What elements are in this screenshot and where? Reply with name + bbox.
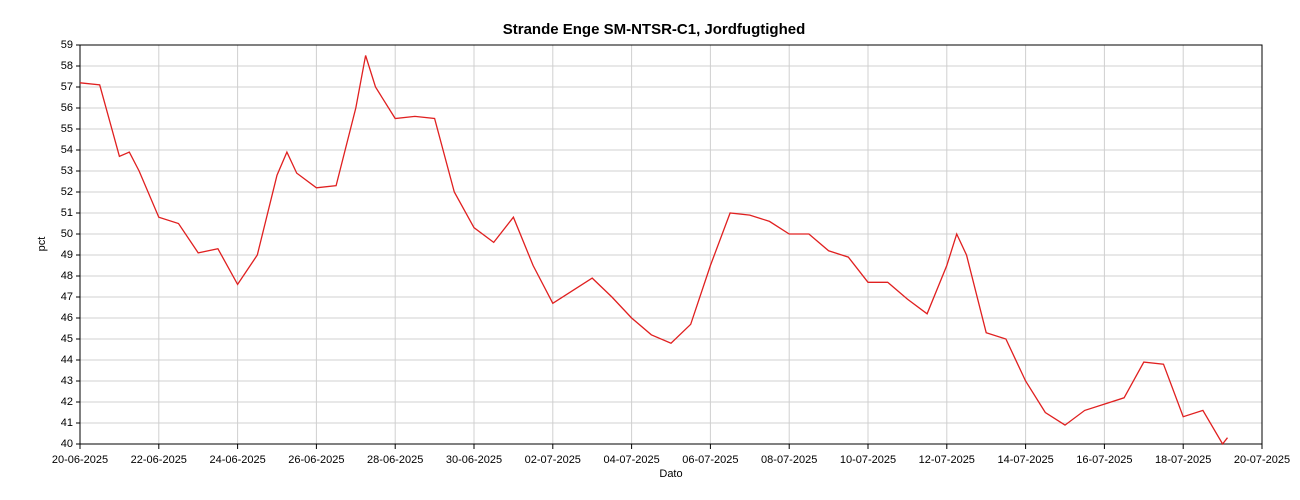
y-tick-label: 54	[61, 144, 73, 156]
x-tick-label: 22-06-2025	[131, 454, 187, 466]
y-tick-label: 51	[61, 207, 73, 219]
x-tick-label: 14-07-2025	[997, 454, 1053, 466]
y-tick-label: 55	[61, 123, 73, 135]
x-tick-label: 28-06-2025	[367, 454, 423, 466]
y-tick-label: 50	[61, 228, 73, 240]
y-tick-label: 49	[61, 249, 73, 261]
y-tick-label: 56	[61, 102, 73, 114]
x-axis-label: Dato	[659, 468, 682, 480]
y-tick-label: 40	[61, 438, 73, 450]
y-tick-label: 44	[61, 354, 73, 366]
x-tick-label: 18-07-2025	[1155, 454, 1211, 466]
y-tick-label: 47	[61, 291, 73, 303]
x-tick-label: 16-07-2025	[1076, 454, 1132, 466]
x-tick-label: 26-06-2025	[288, 454, 344, 466]
y-tick-label: 45	[61, 333, 73, 345]
x-tick-label: 24-06-2025	[209, 454, 265, 466]
x-tick-label: 08-07-2025	[761, 454, 817, 466]
x-tick-label: 20-07-2025	[1234, 454, 1290, 466]
y-tick-label: 46	[61, 312, 73, 324]
x-tick-label: 04-07-2025	[603, 454, 659, 466]
y-tick-label: 48	[61, 270, 73, 282]
y-tick-label: 58	[61, 60, 73, 72]
y-tick-label: 57	[61, 81, 73, 93]
x-tick-label: 20-06-2025	[52, 454, 108, 466]
y-tick-label: 53	[61, 165, 73, 177]
x-tick-label: 06-07-2025	[682, 454, 738, 466]
y-tick-label: 59	[61, 39, 73, 51]
data-line	[79, 55, 1229, 446]
y-tick-label: 52	[61, 186, 73, 198]
y-tick-label: 41	[61, 417, 73, 429]
y-tick-label: 43	[61, 375, 73, 387]
x-tick-label: 12-07-2025	[919, 454, 975, 466]
chart-title: Strande Enge SM-NTSR-C1, Jordfugtighed	[503, 21, 806, 38]
x-tick-label: 30-06-2025	[446, 454, 502, 466]
y-tick-label: 42	[61, 396, 73, 408]
y-axis-label: pct	[36, 237, 48, 252]
plot-frame	[79, 44, 1263, 445]
x-tick-label: 10-07-2025	[840, 454, 896, 466]
x-tick-label: 02-07-2025	[525, 454, 581, 466]
